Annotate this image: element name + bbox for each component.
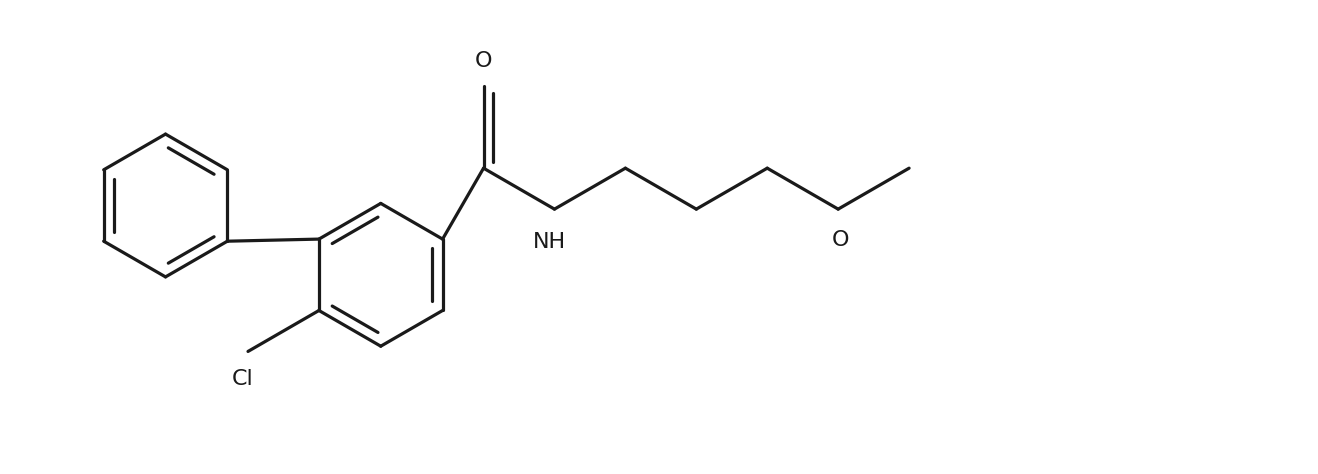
Text: O: O — [832, 230, 849, 250]
Text: NH: NH — [532, 232, 565, 252]
Text: O: O — [474, 51, 493, 71]
Text: Cl: Cl — [232, 369, 253, 389]
